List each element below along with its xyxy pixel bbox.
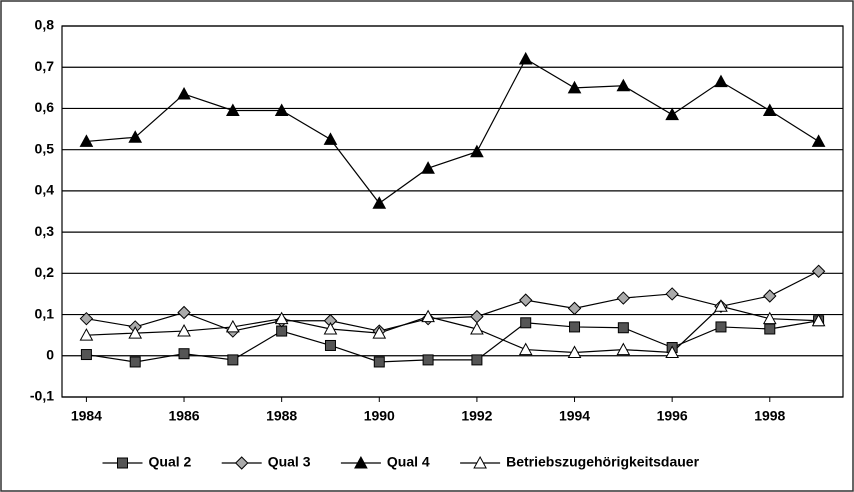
legend-label: Qual 2 <box>149 454 192 470</box>
point <box>665 107 679 121</box>
point <box>714 299 728 312</box>
point <box>79 328 94 341</box>
point <box>617 322 629 334</box>
point <box>471 354 483 366</box>
point <box>616 78 631 92</box>
point <box>373 356 385 368</box>
legend-marker <box>354 455 368 469</box>
legend-label: Qual 3 <box>268 454 311 470</box>
y-tick-label: 0 <box>46 346 54 362</box>
point <box>177 86 191 100</box>
y-tick-label: 0,3 <box>35 223 55 239</box>
point <box>811 134 826 147</box>
point <box>519 293 533 307</box>
point <box>811 264 826 278</box>
point <box>227 354 239 366</box>
point <box>567 345 582 358</box>
point <box>616 342 631 356</box>
point <box>274 311 289 325</box>
y-tick-label: 0,8 <box>35 17 55 33</box>
legend-label: Betriebszugehörigkeitsdauer <box>506 454 699 470</box>
point <box>226 319 240 333</box>
point <box>518 51 533 65</box>
point <box>714 74 728 88</box>
point <box>129 356 141 368</box>
point <box>80 349 92 361</box>
point <box>323 321 338 335</box>
x-tick-label: 1990 <box>364 408 395 424</box>
y-tick-label: -0,1 <box>30 388 54 404</box>
point <box>518 342 533 356</box>
point <box>324 339 336 351</box>
point <box>128 130 143 143</box>
point <box>177 324 191 337</box>
point <box>128 326 143 339</box>
point <box>811 313 826 327</box>
point <box>520 317 532 329</box>
point <box>177 305 191 320</box>
point <box>763 289 777 303</box>
point <box>372 196 387 209</box>
legend-marker <box>234 456 249 470</box>
x-tick-label: 1998 <box>754 408 785 424</box>
point <box>569 321 581 333</box>
x-tick-label: 1994 <box>559 408 590 424</box>
point <box>79 134 94 147</box>
point <box>567 80 582 94</box>
point <box>715 321 727 333</box>
point <box>762 103 777 117</box>
y-tick-label: 0,4 <box>35 182 55 198</box>
y-tick-label: 0,7 <box>35 58 55 74</box>
legend-marker <box>473 455 487 469</box>
point <box>276 325 288 337</box>
series-line <box>86 270 819 332</box>
x-tick-label: 1984 <box>71 408 102 424</box>
plot-area <box>61 25 844 398</box>
point <box>226 103 240 117</box>
series-line <box>86 320 819 363</box>
point <box>372 326 387 339</box>
y-tick-label: 0,1 <box>35 305 55 321</box>
y-tick-label: 0,2 <box>35 264 55 280</box>
x-tick-label: 1992 <box>461 408 492 424</box>
point <box>178 348 190 360</box>
series-line <box>86 305 819 354</box>
point <box>665 287 679 301</box>
point <box>616 291 631 305</box>
point <box>762 311 777 325</box>
point <box>470 144 484 158</box>
legend-label: Qual 4 <box>387 454 430 470</box>
point <box>764 323 776 335</box>
y-tick-label: 0,6 <box>35 99 55 115</box>
x-tick-label: 1986 <box>168 408 199 424</box>
point <box>422 354 434 366</box>
series-line <box>86 58 819 205</box>
point <box>323 132 338 145</box>
x-tick-label: 1996 <box>657 408 688 424</box>
point <box>421 309 435 323</box>
point <box>421 161 435 174</box>
y-tick-label: 0,5 <box>35 140 55 156</box>
point <box>274 103 289 117</box>
x-tick-label: 1988 <box>266 408 297 424</box>
point <box>665 345 679 358</box>
point <box>567 301 582 316</box>
point <box>470 321 484 335</box>
legend-marker <box>117 457 128 469</box>
point <box>79 311 94 326</box>
